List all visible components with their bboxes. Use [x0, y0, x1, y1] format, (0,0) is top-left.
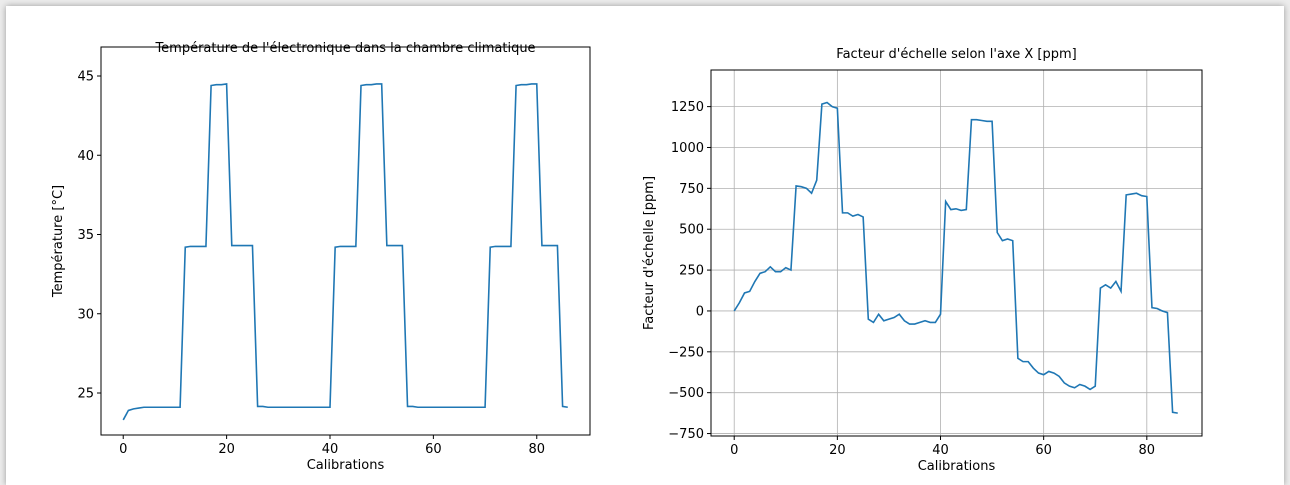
y-tick-label: 30	[77, 307, 94, 322]
y-tick-label: 1250	[671, 100, 704, 115]
x-axis-label: Calibrations	[918, 459, 996, 474]
x-tick-label: 0	[119, 442, 127, 457]
axes-frame	[710, 69, 1203, 437]
x-tick-label: 20	[829, 443, 846, 458]
x-tick-label: 40	[932, 443, 949, 458]
data-line	[733, 101, 1178, 414]
y-tick-label: 500	[679, 223, 704, 238]
figure-card	[6, 6, 1284, 485]
x-tick-label: 80	[1139, 443, 1156, 458]
x-tick-label: 20	[218, 442, 235, 457]
x-tick-label: 60	[425, 442, 442, 457]
chart-title: Température de l'électronique dans la ch…	[154, 41, 535, 56]
x-axis-label: Calibrations	[307, 458, 385, 473]
y-tick-label: −750	[668, 427, 704, 442]
y-tick-label: 45	[77, 70, 94, 85]
axes-frame	[100, 46, 591, 436]
y-tick-label: −250	[668, 345, 704, 360]
y-tick-label: 40	[77, 149, 94, 164]
y-tick-label: −500	[668, 386, 704, 401]
y-tick-label: 250	[679, 264, 704, 279]
y-axis-label: Température [°C]	[51, 185, 66, 298]
y-tick-label: 1000	[671, 141, 704, 156]
x-tick-label: 0	[730, 443, 738, 458]
y-axis-label: Facteur d'échelle [ppm]	[642, 176, 657, 330]
data-line	[122, 83, 568, 421]
y-tick-label: 35	[77, 228, 94, 243]
chart-title: Facteur d'échelle selon l'axe X [ppm]	[836, 47, 1076, 62]
x-tick-label: 60	[1035, 443, 1052, 458]
x-tick-label: 80	[528, 442, 545, 457]
y-tick-label: 750	[679, 182, 704, 197]
y-tick-label: 25	[77, 386, 94, 401]
x-tick-label: 40	[322, 442, 339, 457]
y-tick-label: 0	[696, 304, 704, 319]
